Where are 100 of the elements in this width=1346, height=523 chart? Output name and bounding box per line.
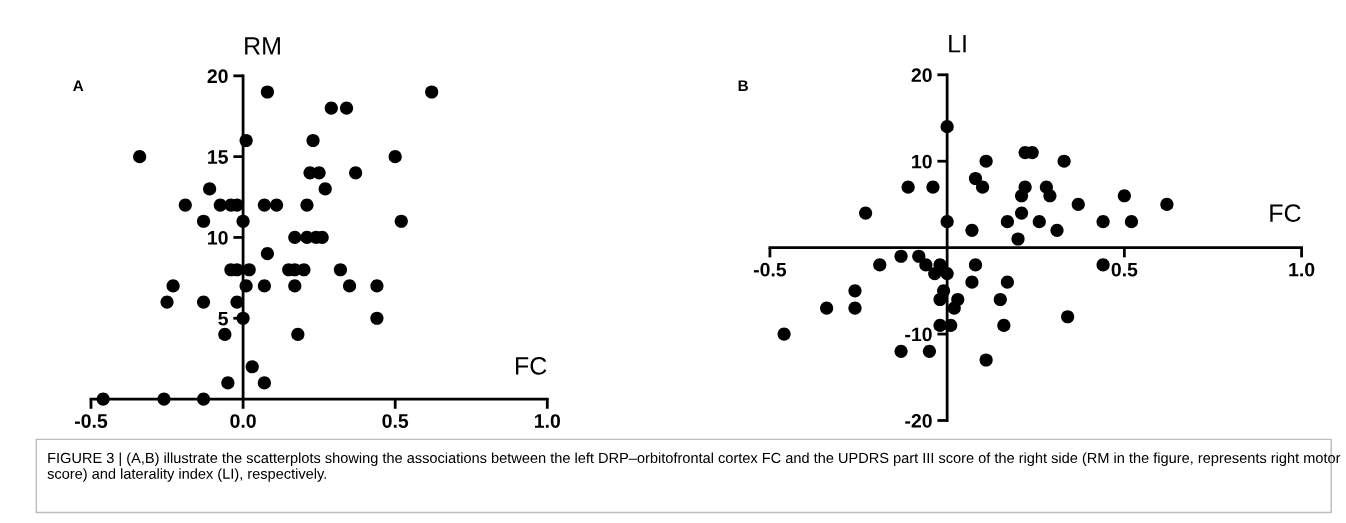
point — [157, 392, 171, 406]
point — [997, 318, 1011, 333]
point — [1124, 215, 1139, 229]
point — [288, 230, 302, 245]
x-tick-label: 0.0 — [230, 414, 256, 428]
x-tick-label: -0.5 — [75, 414, 108, 428]
point — [1160, 197, 1174, 212]
point — [975, 180, 990, 194]
y-axis-title: RM — [245, 37, 280, 55]
chart-title: A — [73, 80, 84, 91]
point — [260, 85, 275, 99]
y-tick-label: 20 — [911, 68, 932, 83]
point — [349, 166, 363, 180]
point — [312, 166, 326, 180]
point — [236, 214, 250, 228]
point — [342, 279, 357, 293]
point — [370, 279, 384, 293]
x-tick-label: 1.0 — [1289, 262, 1315, 277]
point — [300, 198, 314, 212]
point — [160, 295, 174, 309]
y-tick-label: 20 — [207, 69, 228, 84]
point — [291, 327, 305, 341]
point — [306, 133, 320, 148]
y-tick-label: 5 — [218, 311, 228, 326]
point — [339, 101, 354, 115]
point — [288, 279, 302, 293]
point — [1061, 310, 1075, 324]
x-axis-title: FC — [1270, 204, 1301, 222]
point — [979, 154, 993, 168]
point — [297, 263, 311, 277]
point — [1050, 223, 1064, 237]
y-tick-label: -10 — [905, 327, 932, 342]
x-tick-label: 1.0 — [534, 414, 560, 428]
y-tick-label: -20 — [905, 413, 932, 428]
y-tick-label: 10 — [208, 230, 228, 245]
point — [919, 258, 933, 272]
point — [1096, 215, 1110, 229]
point — [370, 311, 384, 325]
x-tick-label: -0.5 — [753, 262, 787, 277]
y-tick-label: 15 — [208, 150, 228, 164]
point — [1011, 232, 1025, 246]
point — [425, 85, 439, 99]
point — [242, 263, 256, 277]
point — [993, 292, 1007, 307]
point — [257, 376, 271, 390]
chart-title: B — [738, 80, 748, 91]
point — [239, 133, 253, 148]
point — [196, 295, 211, 309]
point — [1117, 189, 1131, 203]
point — [1014, 189, 1029, 203]
point — [196, 214, 211, 228]
y-tick-label: 10 — [912, 154, 932, 169]
point — [859, 206, 873, 220]
point — [236, 311, 250, 325]
point — [166, 279, 180, 293]
point — [96, 392, 110, 406]
point — [922, 344, 936, 358]
point — [965, 275, 979, 289]
point — [1000, 215, 1014, 229]
point — [133, 150, 147, 164]
point — [820, 301, 834, 315]
point — [196, 392, 211, 406]
point — [218, 327, 232, 341]
point — [926, 180, 940, 194]
point — [901, 180, 915, 194]
point — [1096, 258, 1110, 272]
point — [968, 258, 983, 272]
point — [394, 214, 408, 228]
point — [940, 120, 954, 134]
point — [221, 376, 235, 390]
point — [324, 101, 338, 115]
point — [894, 249, 908, 263]
point — [1000, 275, 1014, 289]
point — [944, 318, 958, 333]
point — [388, 150, 402, 164]
point — [933, 292, 947, 307]
point — [178, 198, 192, 212]
point — [257, 279, 271, 293]
x-tick-label: 0.5 — [382, 414, 409, 428]
point — [1043, 189, 1057, 203]
x-tick-label: 0.5 — [1111, 262, 1138, 277]
point — [1032, 215, 1046, 229]
point — [230, 295, 244, 309]
point — [940, 266, 954, 281]
point — [928, 266, 942, 281]
point — [940, 215, 954, 229]
point — [848, 284, 862, 298]
point — [873, 258, 887, 272]
point — [979, 353, 993, 367]
point — [1057, 154, 1071, 168]
point — [894, 344, 908, 358]
point — [912, 249, 926, 263]
point — [333, 263, 348, 277]
point — [203, 182, 217, 196]
point — [947, 301, 961, 315]
point — [245, 360, 259, 374]
caption: FIGURE 3 | (A,B) illustrate the scatterplots showing the associations between the left DRP–orbitofrontal cortex FC and the UPDRS part III score of the right side (RM in the figure, represents right motor score) and laterality index (LI), respectively. — [47, 452, 1341, 482]
point — [1014, 206, 1029, 220]
point — [1071, 197, 1085, 212]
point — [777, 327, 791, 341]
